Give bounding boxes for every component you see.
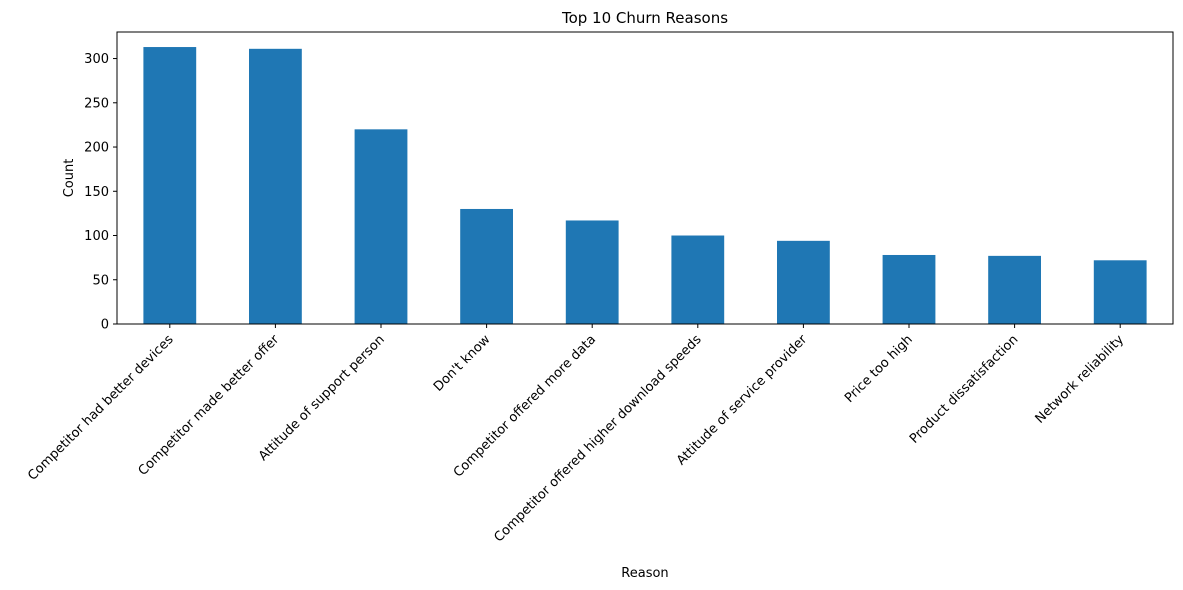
- bar: [460, 208, 513, 324]
- bar: [671, 235, 725, 324]
- y-tick-label: 250: [84, 96, 109, 111]
- bar: [565, 220, 619, 324]
- x-tick-label: Attitude of support person: [256, 332, 388, 464]
- y-tick-label: 150: [84, 185, 109, 200]
- y-tick-label: 50: [92, 273, 109, 288]
- x-tick-label: Product dissatisfaction: [907, 332, 1022, 447]
- x-tick-label: Network reliability: [1033, 332, 1128, 427]
- x-tick-label: Competitor offered higher download speed…: [492, 332, 705, 545]
- bar: [882, 254, 936, 324]
- y-tick-label: 300: [84, 52, 109, 67]
- chart-title: Top 10 Churn Reasons: [561, 9, 728, 27]
- bar: [1093, 260, 1147, 324]
- x-tick-label: Don't know: [431, 332, 494, 395]
- axes-frame: [116, 31, 1174, 325]
- bar: [988, 255, 1041, 324]
- bar: [143, 47, 197, 325]
- bar: [354, 129, 408, 324]
- y-tick-label: 100: [84, 229, 109, 244]
- bar: [249, 48, 302, 324]
- y-tick-label: 200: [84, 141, 109, 156]
- x-tick-label: Price too high: [842, 332, 916, 406]
- y-tick-label: 0: [101, 318, 109, 333]
- x-axis-label: Reason: [621, 566, 668, 581]
- bar: [777, 240, 830, 324]
- y-axis-label: Count: [62, 159, 77, 198]
